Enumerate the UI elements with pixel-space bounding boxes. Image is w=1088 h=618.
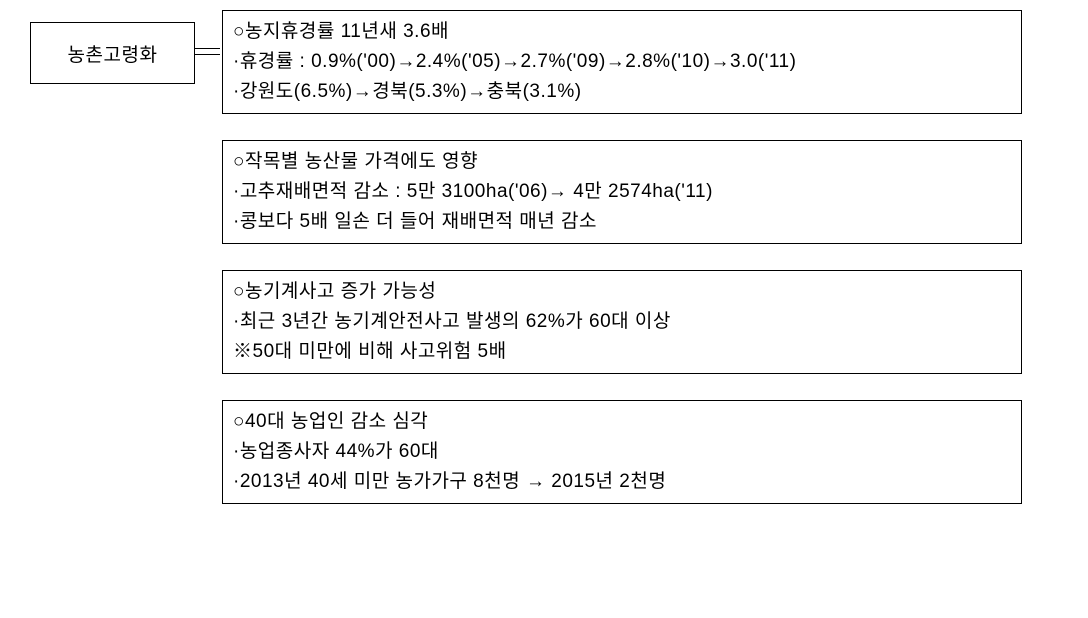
detail-box-1: ○농지휴경률 11년새 3.6배 ·휴경률 : 0.9%('00)→2.4%('… <box>222 10 1022 114</box>
detail-box-2: ○작목별 농산물 가격에도 영향 ·고추재배면적 감소 : 5만 3100ha(… <box>222 140 1022 244</box>
detail-box-3: ○농기계사고 증가 가능성 ·최근 3년간 농기계안전사고 발생의 62%가 6… <box>222 270 1022 374</box>
box2-line2: ·고추재배면적 감소 : 5만 3100ha('06)→ 4만 2574ha('… <box>233 177 1011 207</box>
aging-diagram: 농촌고령화 ○농지휴경률 11년새 3.6배 ·휴경률 : 0.9%('00)→… <box>0 0 1088 618</box>
box4-line3: ·2013년 40세 미만 농가가구 8천명 → 2015년 2천명 <box>233 467 1011 497</box>
box3-line3: ※50대 미만에 비해 사고위험 5배 <box>233 337 1011 367</box>
box3-line2: ·최근 3년간 농기계안전사고 발생의 62%가 60대 이상 <box>233 307 1011 337</box>
root-label: 농촌고령화 <box>68 40 158 67</box>
root-node: 농촌고령화 <box>30 22 195 84</box>
box4-line1: ○40대 농업인 감소 심각 <box>233 407 1011 437</box>
connector-double-line <box>195 48 220 54</box>
box1-line1: ○농지휴경률 11년새 3.6배 <box>233 17 1011 47</box>
box1-line2: ·휴경률 : 0.9%('00)→2.4%('05)→2.7%('09)→2.8… <box>233 47 1011 77</box>
box4-line2: ·농업종사자 44%가 60대 <box>233 437 1011 467</box>
box1-line3: ·강원도(6.5%)→경북(5.3%)→충북(3.1%) <box>233 77 1011 107</box>
connector-bar-top <box>195 48 220 49</box>
box3-line1: ○농기계사고 증가 가능성 <box>233 277 1011 307</box>
box2-line1: ○작목별 농산물 가격에도 영향 <box>233 147 1011 177</box>
connector-bar-bottom <box>195 54 220 55</box>
box2-line3: ·콩보다 5배 일손 더 들어 재배면적 매년 감소 <box>233 207 1011 237</box>
detail-box-4: ○40대 농업인 감소 심각 ·농업종사자 44%가 60대 ·2013년 40… <box>222 400 1022 504</box>
